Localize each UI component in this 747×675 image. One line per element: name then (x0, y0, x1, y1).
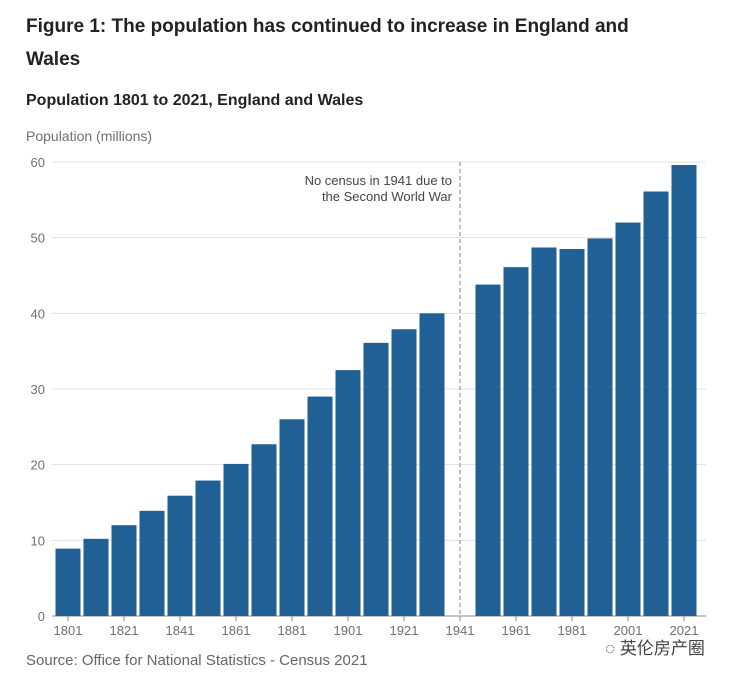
bar-1981 (559, 249, 585, 616)
bar-1801 (55, 548, 81, 616)
bar-1861 (223, 463, 249, 616)
bar-1961 (503, 267, 529, 616)
bar-2011 (643, 191, 669, 616)
bar-1931 (419, 313, 445, 616)
bar-1901 (335, 370, 361, 616)
bar-1991 (587, 238, 613, 616)
x-tick-label: 1901 (334, 623, 363, 638)
bar-1871 (251, 444, 277, 616)
source-note: Source: Office for National Statistics -… (26, 652, 368, 669)
y-axis-label: Population (millions) (26, 128, 153, 144)
bar-2001 (615, 222, 641, 617)
bar-1911 (363, 342, 389, 616)
x-tick-label: 1861 (222, 623, 251, 638)
bar-1851 (195, 480, 221, 616)
x-tick-label: 1981 (558, 623, 587, 638)
bar-1951 (475, 284, 501, 616)
bar-2021 (671, 165, 697, 616)
bar-1971 (531, 247, 557, 616)
x-tick-label: 1941 (446, 623, 475, 638)
x-tick-label: 1801 (54, 623, 83, 638)
bar-1821 (111, 525, 137, 616)
x-tick-label: 2001 (614, 623, 643, 638)
bar-1891 (307, 396, 333, 616)
y-tick-label: 40 (31, 306, 45, 321)
bar-1921 (391, 329, 417, 616)
y-tick-label: 10 (31, 533, 45, 548)
y-tick-label: 60 (31, 155, 45, 170)
y-tick-label: 30 (31, 382, 45, 397)
y-tick-label: 50 (31, 231, 45, 246)
watermark-logo: ◌ 英伦房产圈 (605, 639, 705, 658)
bar-1841 (167, 495, 193, 616)
y-tick-label: 0 (38, 609, 45, 624)
x-tick-label: 2021 (670, 623, 699, 638)
bar-1881 (279, 419, 305, 616)
x-tick-label: 1961 (502, 623, 531, 638)
y-tick-label: 20 (31, 458, 45, 473)
figure-title: Figure 1: The population has continued t… (26, 16, 629, 70)
x-tick-label: 1921 (390, 623, 419, 638)
bar-1831 (139, 510, 165, 616)
annotation-text: No census in 1941 due to (305, 173, 452, 188)
x-tick-label: 1821 (110, 623, 139, 638)
chart-title: Population 1801 to 2021, England and Wal… (26, 92, 364, 109)
annotation-text: the Second World War (322, 189, 453, 204)
bar-1811 (83, 538, 109, 616)
x-tick-label: 1841 (166, 623, 195, 638)
x-tick-label: 1881 (278, 623, 307, 638)
